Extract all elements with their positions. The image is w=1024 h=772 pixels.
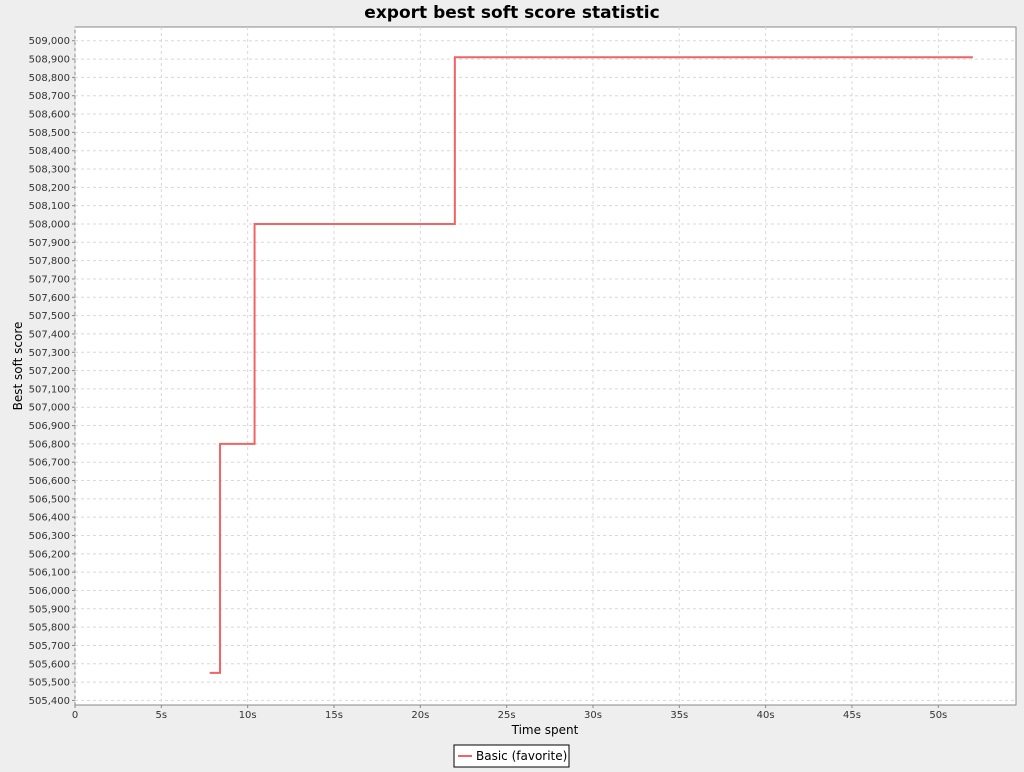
y-tick-label: 506,300 [29,531,70,542]
x-tick-label: 30s [584,710,602,721]
y-tick-label: 507,800 [29,256,70,267]
x-tick-label: 10s [239,710,257,721]
y-tick-label: 505,900 [29,604,70,615]
y-tick-label: 507,300 [29,348,70,359]
y-tick-label: 507,900 [29,238,70,249]
y-tick-label: 508,600 [29,110,70,121]
y-tick-label: 507,000 [29,403,70,414]
x-tick-label: 45s [843,710,861,721]
series-line-0 [209,56,973,674]
plot-area [74,26,1017,706]
chart-title: export best soft score statistic [364,3,659,23]
y-tick-label: 508,000 [29,219,70,230]
y-tick-label: 508,100 [29,201,70,212]
y-tick-label: 508,400 [29,146,70,157]
y-tick-label: 507,600 [29,293,70,304]
y-tick-label: 506,500 [29,494,70,505]
legend-label-basic-favorite: Basic (favorite) [476,749,567,763]
x-tick-label: 15s [325,710,343,721]
y-tick-label: 505,400 [29,696,70,707]
legend-box [453,744,570,768]
x-tick-label: 50s [929,710,947,721]
x-tick-label: 0 [72,710,78,721]
y-tick-label: 507,700 [29,274,70,285]
y-tick-label: 509,000 [29,36,70,47]
y-tick-label: 505,600 [29,659,70,670]
y-tick-label: 507,200 [29,366,70,377]
y-tick-label: 505,800 [29,623,70,634]
y-axis-label: Best soft score [11,322,25,411]
x-axis-label: Time spent [511,723,579,737]
y-tick-label: 506,400 [29,513,70,524]
y-tick-label: 506,600 [29,476,70,487]
y-tick-label: 506,900 [29,421,70,432]
x-tick-label: 20s [411,710,429,721]
y-tick-label: 505,500 [29,678,70,689]
y-tick-label: 506,800 [29,439,70,450]
x-tick-label: 25s [498,710,516,721]
y-tick-label: 506,700 [29,458,70,469]
y-tick-label: 508,900 [29,55,70,66]
y-tick-label: 505,700 [29,641,70,652]
y-tick-label: 508,700 [29,91,70,102]
x-tick-label: 35s [670,710,688,721]
y-axis: 505,400 505,500 505,600 505,700 505,800 505,9… [29,36,75,707]
x-tick-label: 5s [156,710,168,721]
y-tick-label: 508,500 [29,128,70,139]
y-tick-label: 506,200 [29,549,70,560]
grid-layer [74,27,1016,705]
x-axis: 0 5s 10s 15s 20s 25s 30s 35s 40s 45s 50s [72,705,947,721]
y-tick-label: 507,500 [29,311,70,322]
y-tick-label: 508,300 [29,165,70,176]
y-tick-label: 508,800 [29,73,70,84]
y-tick-label: 508,200 [29,183,70,194]
y-tick-label: 506,000 [29,586,70,597]
y-tick-label: 507,400 [29,329,70,340]
legend: Basic (favorite) [453,744,570,768]
y-tick-label: 506,100 [29,568,70,579]
series-layer [209,56,973,674]
x-tick-label: 40s [757,710,775,721]
y-tick-label: 507,100 [29,384,70,395]
